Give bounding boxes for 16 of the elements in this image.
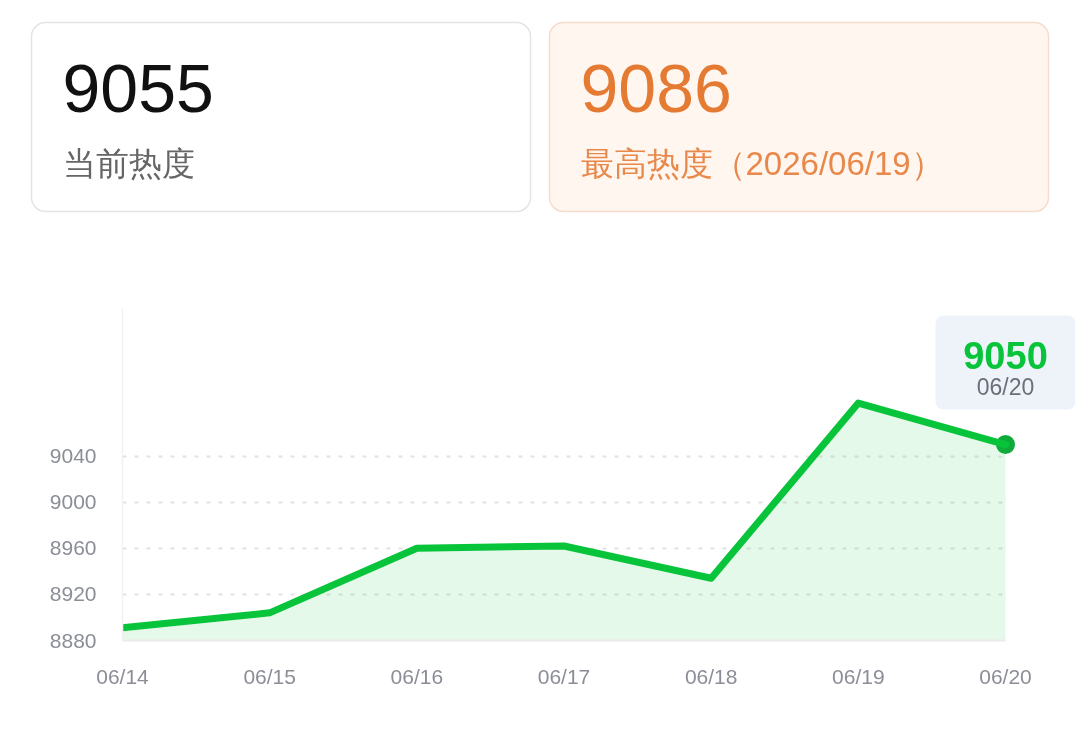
x-tick-label: 06/15: [243, 664, 296, 688]
text: 最高热度（2026/06/19）: [580, 145, 944, 182]
y-tick-label: 8880: [49, 628, 97, 652]
text: 9055: [62, 50, 214, 126]
x-tick-label: 06/17: [537, 664, 591, 688]
text: 9086: [580, 50, 732, 126]
y-tick-label: 9000: [49, 490, 97, 514]
x-tick-label: 06/20: [979, 664, 1032, 688]
text: 当前热度: [62, 145, 195, 182]
x-tick-label: 06/16: [390, 664, 444, 688]
x-tick-label: 06/14: [96, 664, 150, 688]
y-tick-label: 8960: [49, 536, 97, 560]
x-tick-label: 06/19: [832, 664, 885, 688]
y-tick-label: 9040: [49, 444, 97, 468]
y-tick-label: 8920: [49, 582, 97, 606]
x-tick-label: 06/18: [684, 664, 738, 688]
